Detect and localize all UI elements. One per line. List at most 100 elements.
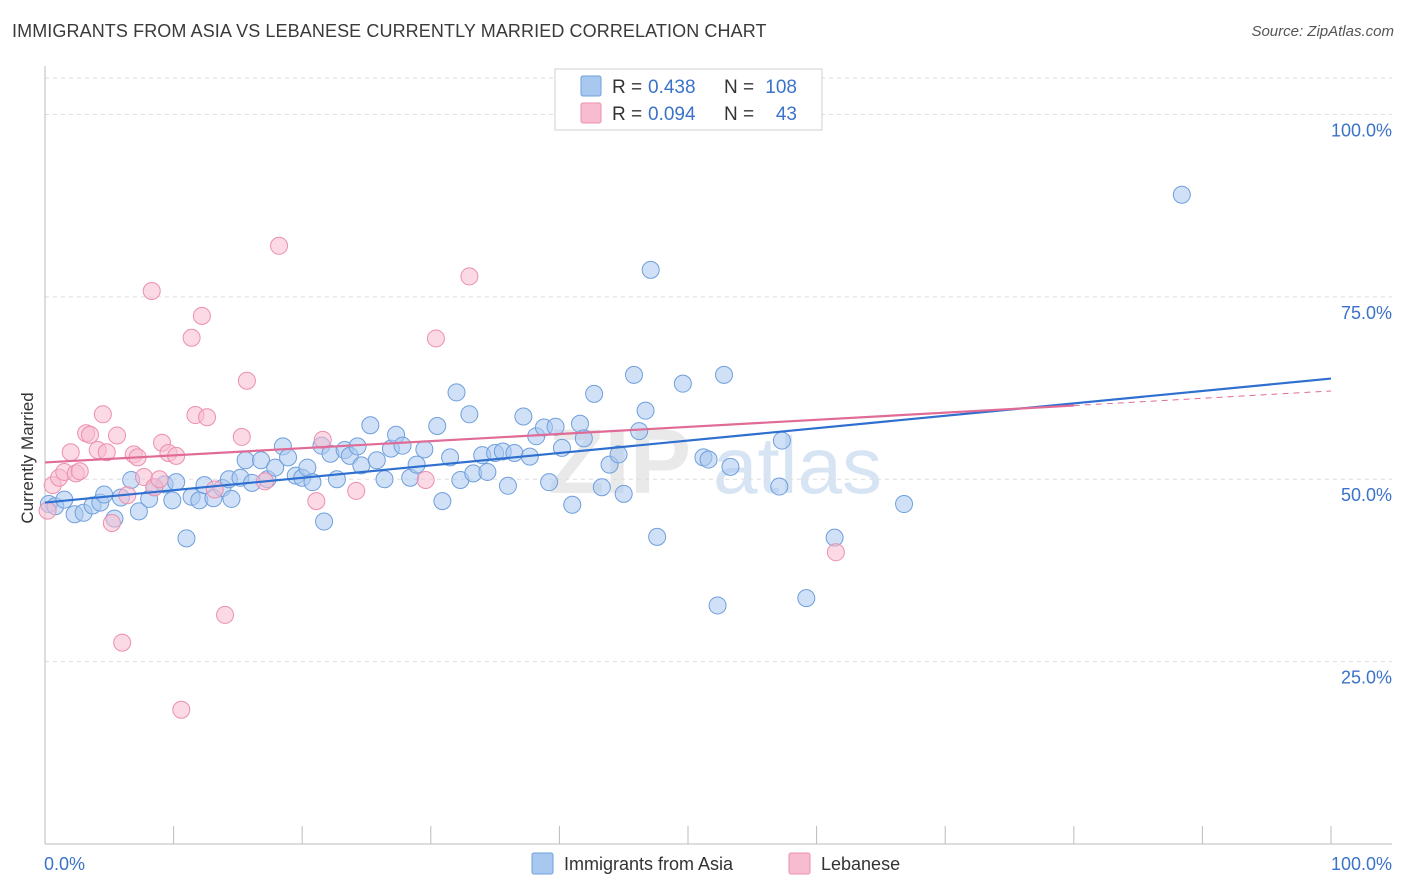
lebanese-point [216,605,235,624]
lebanese-point [81,425,100,444]
asia-point [546,417,565,436]
asia-point [315,512,334,531]
stats-box: R = 0.438 N = 108 R = 0.094 N = 43 [554,68,823,131]
asia-point [167,473,186,492]
trend-line-asia [44,377,1332,504]
asia-point [407,455,426,474]
stats-swatch-asia [580,75,602,97]
asia-point [609,445,628,464]
y-axis-label: Currently Married [18,392,37,523]
asia-point [630,422,649,441]
asia-point [514,407,533,426]
asia-point [95,485,114,504]
asia-point [641,260,660,279]
asia-point [177,529,196,548]
asia-point [563,495,582,514]
series-asia-points [39,185,1191,615]
lebanese-point [347,481,366,500]
series-lebanese-points [38,236,845,719]
lebanese-point [307,492,326,511]
x-tick-label-max: 100.0% [1331,854,1392,874]
lebanese-point [113,633,132,652]
trend-line-lebanese [44,404,1074,464]
lebanese-point [826,543,845,562]
lebanese-point [102,514,121,533]
asia-point [236,451,255,470]
stats-r-label-asia: R = [612,77,642,98]
stats-n-value-lebanese: 43 [776,104,797,125]
x-tick-labels: 0.0% 100.0% [44,854,1392,874]
lebanese-point [205,480,224,499]
lebanese-point [416,470,435,489]
legend-item-asia[interactable]: Immigrants from Asia [531,852,734,875]
asia-point [648,527,667,546]
axes [44,66,1392,845]
lebanese-point [237,371,256,390]
asia-point [129,502,148,521]
asia-point [361,416,380,435]
asia-point [585,384,604,403]
chart-title: IMMIGRANTS FROM ASIA VS LEBANESE CURRENT… [12,21,767,41]
asia-point [279,448,298,467]
asia-point [441,448,460,467]
asia-point [895,495,914,514]
x-tick-label-min: 0.0% [44,854,85,874]
lebanese-point [182,328,201,347]
asia-point [252,451,271,470]
lebanese-point [38,501,57,520]
lebanese-point [93,405,112,424]
lebanese-point [97,443,116,462]
lebanese-point [270,236,289,255]
asia-point [772,431,791,450]
legend-label-lebanese: Lebanese [821,854,900,874]
asia-point [375,470,394,489]
legend-swatch-asia [531,852,554,875]
stats-n-label-lebanese: N = [724,104,754,125]
asia-point [415,440,434,459]
lebanese-point [172,700,191,719]
asia-point [721,457,740,476]
asia-point [592,478,611,497]
asia-point [393,436,412,455]
lebanese-point [108,426,127,445]
y-tick-labels: 25.0% 50.0% 75.0% 100.0% [1331,120,1392,687]
lebanese-point [70,462,89,481]
stats-swatch-lebanese [580,102,602,124]
legend: Immigrants from Asia Lebanese [531,852,900,875]
legend-label-asia: Immigrants from Asia [564,854,734,874]
asia-point [797,589,816,608]
asia-point [1172,185,1191,204]
asia-point [614,484,633,503]
asia-point [624,365,643,384]
legend-item-lebanese[interactable]: Lebanese [788,852,900,875]
asia-point [770,477,789,496]
stats-r-value-asia: 0.438 [648,77,696,98]
lebanese-point [61,443,80,462]
lebanese-point [313,430,332,449]
asia-point [478,462,497,481]
trend-lines [44,377,1332,504]
source-label: Source: ZipAtlas.com [1251,23,1394,40]
stats-n-label-asia: N = [724,77,754,98]
lebanese-point [142,282,161,301]
lebanese-point [150,470,169,489]
asia-point [460,405,479,424]
lebanese-point [232,427,251,446]
asia-point [540,473,559,492]
lebanese-point [460,267,479,286]
asia-point [433,492,452,511]
asia-point [636,401,655,420]
stats-r-label-lebanese: R = [612,104,642,125]
lebanese-point [426,329,445,348]
lebanese-point [198,408,217,427]
asia-point [498,476,517,495]
asia-point [574,429,593,448]
asia-point [222,489,241,508]
asia-point [266,458,285,477]
asia-point [715,365,734,384]
y-tick-label: 75.0% [1341,303,1392,323]
asia-point [367,451,386,470]
asia-point [163,491,182,510]
asia-point [699,450,718,469]
